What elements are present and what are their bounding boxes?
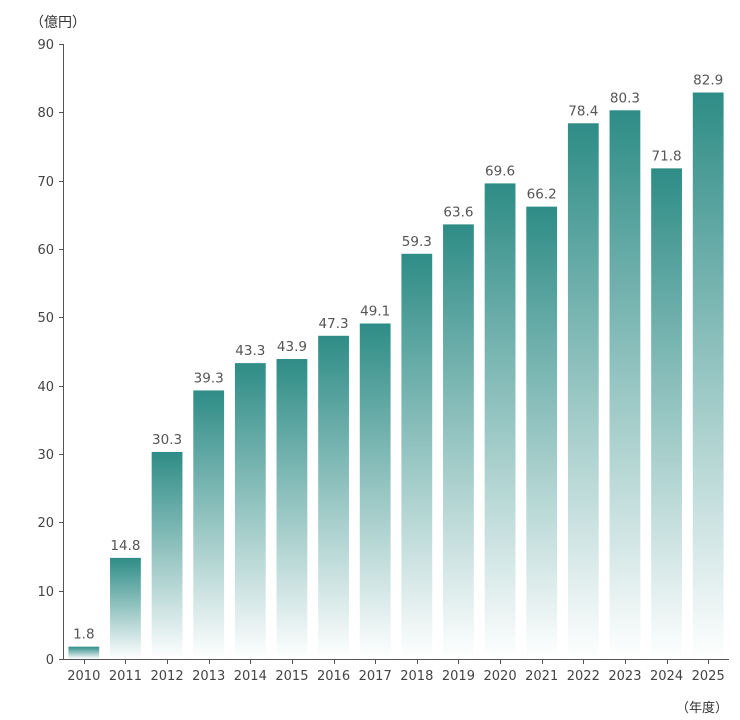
x-tick-label-2019: 2019 — [442, 669, 475, 684]
x-tick-label-2011: 2011 — [109, 669, 142, 684]
x-tick-label-2024: 2024 — [650, 669, 683, 684]
y-tick-label: 50 — [37, 311, 54, 326]
bar-2011 — [110, 557, 141, 659]
y-tick-label: 90 — [37, 38, 54, 53]
bar-2017 — [359, 323, 391, 659]
y-tick-label: 80 — [37, 106, 54, 121]
x-axis-unit-label: （年度） — [676, 701, 729, 716]
bar-2019 — [443, 224, 474, 659]
bar-2015 — [276, 359, 308, 659]
x-tick-label-2014: 2014 — [234, 669, 267, 684]
x-tick-label-2021: 2021 — [525, 669, 558, 684]
bar-2012 — [151, 451, 183, 659]
value-label-2025: 82.9 — [693, 73, 723, 89]
value-label-2020: 69.6 — [485, 163, 515, 179]
value-label-2016: 47.3 — [319, 316, 349, 332]
y-tick-label: 10 — [37, 585, 54, 600]
labels-layer: 1.8 2010 14.8 2011 30.3 2012 39.3 2013 43.3 2014 4… — [67, 73, 724, 684]
x-tick-label-2017: 2017 — [359, 669, 392, 684]
value-label-2019: 63.6 — [443, 204, 473, 220]
y-tick-label: 60 — [37, 243, 54, 258]
x-tick-label-2013: 2013 — [192, 669, 225, 684]
bar-2022 — [567, 123, 599, 660]
bar-2023 — [609, 110, 641, 660]
value-label-2014: 43.3 — [235, 343, 265, 359]
y-tick-label: 30 — [37, 448, 54, 463]
y-tick-label: 0 — [46, 653, 54, 668]
x-tick-label-2015: 2015 — [275, 669, 308, 684]
x-tick-label-2022: 2022 — [567, 669, 600, 684]
bar-2018 — [401, 253, 433, 660]
value-label-2018: 59.3 — [402, 234, 432, 250]
value-label-2023: 80.3 — [610, 90, 640, 106]
x-tick-label-2010: 2010 — [67, 669, 100, 684]
value-label-2013: 39.3 — [194, 370, 224, 386]
bar-2025 — [692, 92, 724, 660]
bar-2016 — [318, 335, 349, 659]
bar-2014 — [234, 363, 266, 659]
y-axis-unit-label: （億円） — [30, 15, 86, 31]
bar-2010 — [68, 646, 100, 659]
value-label-2011: 14.8 — [110, 538, 140, 554]
x-tick-label-2012: 2012 — [151, 669, 184, 684]
x-tick-label-2025: 2025 — [692, 669, 725, 684]
bar-2013 — [193, 390, 225, 659]
axes-layer: 0 10 20 30 40 50 60 70 80 90 — [37, 38, 729, 668]
bars-layer — [68, 92, 724, 660]
value-label-2024: 71.8 — [652, 148, 682, 164]
value-label-2015: 43.9 — [277, 339, 307, 355]
value-label-2012: 30.3 — [152, 432, 182, 448]
value-label-2021: 66.2 — [527, 187, 557, 203]
bar-2020 — [484, 183, 516, 659]
value-label-2022: 78.4 — [568, 103, 598, 119]
bar-2021 — [526, 206, 558, 659]
x-tick-label-2018: 2018 — [400, 669, 433, 684]
value-label-2010: 1.8 — [73, 627, 94, 643]
x-tick-label-2016: 2016 — [317, 669, 350, 684]
value-label-2017: 49.1 — [360, 303, 390, 319]
x-tick-label-2023: 2023 — [608, 669, 641, 684]
y-tick-label: 40 — [37, 380, 54, 395]
y-tick-label: 70 — [37, 175, 54, 190]
y-tick-label: 20 — [37, 516, 54, 531]
bar-2024 — [651, 168, 682, 659]
x-tick-label-2020: 2020 — [484, 669, 517, 684]
